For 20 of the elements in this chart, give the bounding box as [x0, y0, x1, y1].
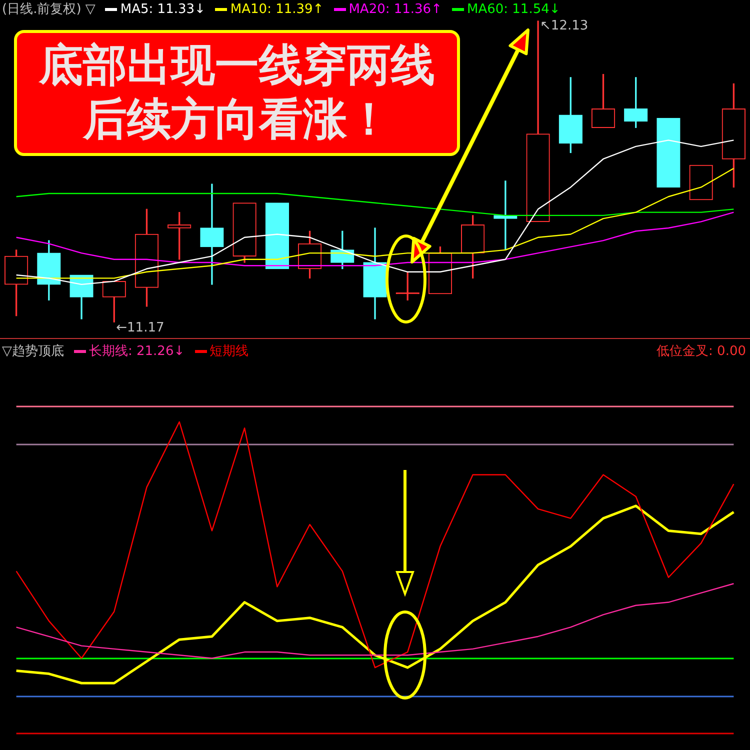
legend-label: MA10: 11.39↑	[230, 2, 324, 16]
chart-title: (日线.前复权) ▽	[2, 1, 96, 18]
annotation: ↖12.13	[540, 18, 588, 34]
candlestick	[265, 202, 290, 270]
candlestick	[200, 184, 224, 285]
candlestick	[656, 118, 680, 188]
annotation: ←11.17	[116, 320, 164, 336]
candlestick	[494, 180, 518, 250]
legend-label: 长期线: 21.26↓	[89, 343, 185, 360]
candlestick	[363, 228, 387, 320]
annotation: 后续方向看涨！	[82, 93, 392, 147]
legend-label: 短期线	[210, 343, 249, 360]
legend-label: MA60: 11.54↓	[466, 2, 560, 16]
legend-label: MA20: 11.36↑	[348, 2, 442, 16]
candlestick	[689, 164, 713, 200]
text: 低位金叉: 0.00	[656, 343, 747, 360]
legend-label: MA5: 11.33↓	[120, 2, 206, 16]
chart-title: ▽趋势顶底	[2, 343, 64, 360]
annotation: 底部出现一线穿两线	[38, 39, 436, 93]
candlestick	[232, 202, 256, 263]
